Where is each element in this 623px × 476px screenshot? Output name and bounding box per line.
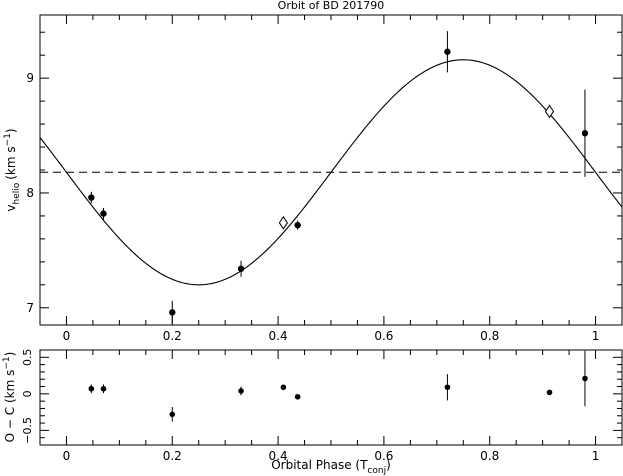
residual-x-tick-label: 0.8 — [480, 449, 499, 463]
residual-x-tick-label: 0 — [63, 449, 71, 463]
residual-point — [546, 389, 553, 396]
diamond-data-point — [278, 215, 288, 230]
residual-axis-ticks — [39, 350, 623, 445]
residual-point — [294, 393, 301, 400]
main-axis-ticks — [39, 15, 623, 325]
residual-y-tick-label: −0.5 — [21, 417, 34, 444]
residual-y-axis-label: O − C (km s−1) — [2, 352, 17, 443]
main-x-tick-label: 0.2 — [163, 329, 182, 343]
x-axis-label: Orbital Phase (Tconj) — [271, 458, 391, 476]
residual-point — [582, 375, 588, 382]
residual-point — [100, 385, 107, 392]
data-point — [444, 48, 451, 55]
residual-x-tick-label: 1 — [592, 449, 600, 463]
residual-tick-labels: 0 0.2 0.4 0.6 0.8 1 −0.5 0 0.5 — [21, 349, 599, 463]
residual-point — [169, 411, 176, 418]
main-plot-frame — [39, 14, 623, 326]
residual-y-tick-label: 0 — [21, 390, 34, 397]
main-x-tick-label: 1 — [592, 329, 600, 343]
main-tick-labels: 0 0.2 0.4 0.6 0.8 1 7 8 9 — [26, 71, 599, 343]
diamond-data-point — [544, 104, 555, 119]
main-x-tick-label: 0.6 — [374, 329, 393, 343]
residual-point — [444, 384, 451, 391]
residual-data-points — [88, 350, 588, 422]
main-y-tick-label: 9 — [26, 71, 34, 85]
orbit-model-curve — [39, 59, 623, 286]
data-point — [169, 309, 176, 316]
residual-plot-frame — [39, 349, 623, 446]
data-point — [88, 194, 95, 201]
data-point — [237, 265, 245, 272]
main-x-tick-label: 0 — [63, 329, 71, 343]
data-point — [294, 221, 301, 229]
data-point — [581, 130, 589, 137]
residual-x-tick-label: 0.4 — [269, 449, 288, 463]
main-x-tick-label: 0.4 — [269, 329, 288, 343]
main-y-tick-label: 8 — [26, 186, 34, 200]
main-y-tick-label: 7 — [26, 301, 34, 315]
residual-point — [238, 388, 244, 394]
residual-y-tick-label: 0.5 — [21, 349, 34, 367]
residual-point — [88, 385, 95, 392]
main-data-points — [88, 31, 589, 324]
main-x-tick-label: 0.8 — [480, 329, 499, 343]
chart-title: Orbit of BD 201790 — [278, 0, 385, 12]
residual-x-tick-label: 0.6 — [374, 449, 393, 463]
residual-x-tick-label: 0.2 — [163, 449, 182, 463]
data-point — [100, 210, 107, 217]
main-y-axis-label: vhelio(km s−1) — [3, 128, 22, 211]
residual-point — [280, 384, 287, 391]
